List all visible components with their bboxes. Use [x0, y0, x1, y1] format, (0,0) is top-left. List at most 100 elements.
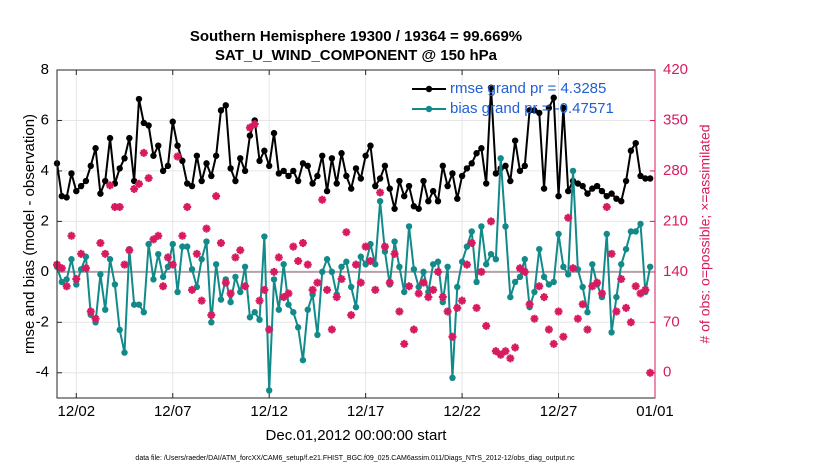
series-marker	[632, 139, 639, 147]
series-marker	[593, 182, 601, 190]
series-marker	[179, 157, 186, 165]
obs-count-marker	[154, 231, 163, 240]
y-axis-label: rmse and bias (model - observation)	[21, 114, 38, 354]
obs-count-marker	[91, 314, 100, 323]
obs-count-marker	[535, 282, 544, 291]
series-marker	[111, 281, 119, 288]
obs-count-marker	[419, 278, 428, 287]
series-marker	[637, 172, 644, 180]
series-marker	[256, 316, 263, 323]
obs-count-marker	[168, 260, 177, 269]
obs-count-marker	[72, 275, 81, 284]
obs-count-marker	[265, 325, 274, 334]
series-marker	[92, 145, 99, 152]
obs-count-marker	[202, 224, 211, 233]
series-marker	[376, 198, 384, 205]
series-marker	[294, 177, 302, 185]
obs-count-marker	[255, 296, 264, 305]
series-marker	[203, 238, 210, 245]
series-marker	[492, 170, 500, 177]
series-marker	[188, 266, 196, 273]
series-marker	[77, 182, 85, 190]
obs-count-marker	[106, 181, 115, 190]
series-marker	[285, 301, 292, 308]
obs-count-marker	[356, 278, 365, 287]
series-marker	[145, 240, 152, 248]
x-tick-label: 12/27	[540, 403, 578, 420]
obs-count-marker	[612, 307, 621, 316]
series-marker	[232, 273, 239, 281]
y2-tick-label: 140	[663, 263, 688, 280]
series-marker	[357, 253, 365, 260]
series-marker	[275, 306, 283, 313]
x-tick-label: 12/17	[347, 403, 385, 420]
series-marker	[391, 238, 398, 245]
obs-count-marker	[588, 282, 597, 291]
legend-marker	[425, 85, 433, 93]
y-tick-label: 6	[41, 111, 49, 128]
series-marker	[68, 256, 75, 263]
obs-count-marker	[110, 202, 119, 211]
obs-count-marker	[303, 260, 312, 269]
obs-count-marker	[241, 282, 250, 291]
obs-count-marker	[260, 285, 269, 294]
series-marker	[58, 278, 66, 286]
obs-count-marker	[245, 123, 254, 132]
series-marker	[584, 309, 591, 316]
series-marker	[632, 228, 639, 235]
obs-count-marker	[540, 293, 549, 302]
obs-count-marker	[438, 293, 447, 302]
obs-count-marker	[231, 253, 240, 262]
series-marker	[531, 288, 538, 296]
series-marker	[564, 271, 572, 278]
series-marker	[483, 261, 490, 268]
obs-count-marker	[352, 260, 360, 269]
series-marker	[454, 283, 461, 291]
obs-count-marker	[602, 202, 611, 211]
x-tick-label: 12/12	[250, 403, 288, 420]
obs-count-marker	[622, 303, 631, 312]
obs-count-marker	[520, 267, 529, 276]
obs-count-marker	[96, 239, 105, 248]
obs-count-marker	[279, 293, 288, 302]
series-marker	[290, 167, 297, 175]
obs-count-marker	[192, 249, 201, 258]
series-marker	[333, 180, 340, 187]
series-marker	[434, 258, 442, 265]
obs-count-marker	[617, 275, 626, 284]
series-marker	[261, 147, 268, 154]
series-marker	[121, 155, 128, 162]
series-marker	[174, 288, 181, 296]
series-marker	[425, 198, 432, 205]
series-marker	[63, 276, 70, 283]
series-marker	[68, 170, 75, 177]
series-marker	[73, 187, 80, 195]
series-marker	[135, 95, 143, 103]
series-marker	[478, 145, 485, 152]
series-marker	[608, 329, 615, 336]
series-marker	[294, 324, 302, 331]
obs-count-marker	[525, 300, 534, 309]
series-marker	[521, 256, 528, 263]
series-marker	[603, 230, 610, 238]
series-marker	[256, 157, 263, 165]
series-marker	[97, 271, 104, 278]
obs-count-marker	[216, 239, 225, 248]
series-marker	[246, 132, 254, 139]
series-marker	[280, 261, 287, 268]
obs-count-marker	[385, 278, 394, 287]
obs-count-marker	[347, 311, 356, 320]
series-marker	[608, 190, 615, 197]
y-tick-label: 0	[41, 263, 49, 280]
series-marker	[511, 137, 519, 144]
series-marker	[405, 182, 413, 190]
obs-count-marker	[298, 239, 307, 248]
series-marker	[507, 293, 514, 301]
series-marker	[314, 172, 321, 180]
series-marker	[622, 177, 630, 185]
series-marker	[246, 314, 254, 321]
y2-tick-label: 280	[663, 162, 688, 179]
footnote: data file: /Users/raeder/DAI/ATM_forcXX/…	[135, 455, 575, 462]
y-tick-label: 8	[41, 61, 49, 78]
series-marker	[261, 233, 268, 240]
